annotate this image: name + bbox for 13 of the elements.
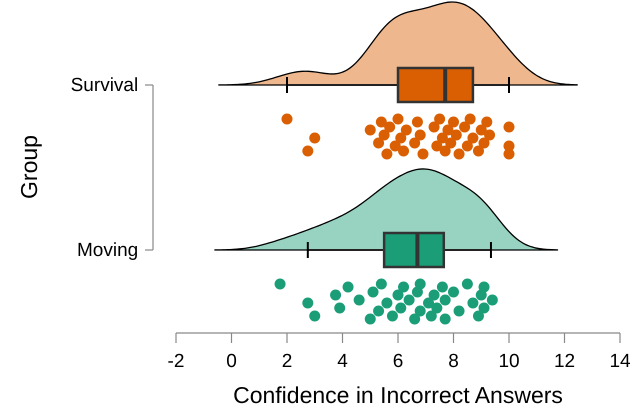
x-tick-label: 0 <box>226 350 237 372</box>
x-tick-label: 12 <box>554 350 576 372</box>
x-tick-label: 10 <box>498 350 520 372</box>
x-tick-label: 8 <box>448 350 459 372</box>
x-tick-label: 2 <box>282 350 292 372</box>
x-tick-label: 4 <box>337 350 348 372</box>
x-tick-label: 14 <box>609 350 631 372</box>
x-tick-label: -2 <box>168 350 184 372</box>
y-axis-title: Group <box>16 135 42 199</box>
x-tick-label: 6 <box>392 350 404 372</box>
x-axis-title: Confidence in Incorrect Answers <box>233 382 563 408</box>
y-tick-label: Survival <box>70 75 138 96</box>
y-tick-label: Moving <box>76 240 138 262</box>
